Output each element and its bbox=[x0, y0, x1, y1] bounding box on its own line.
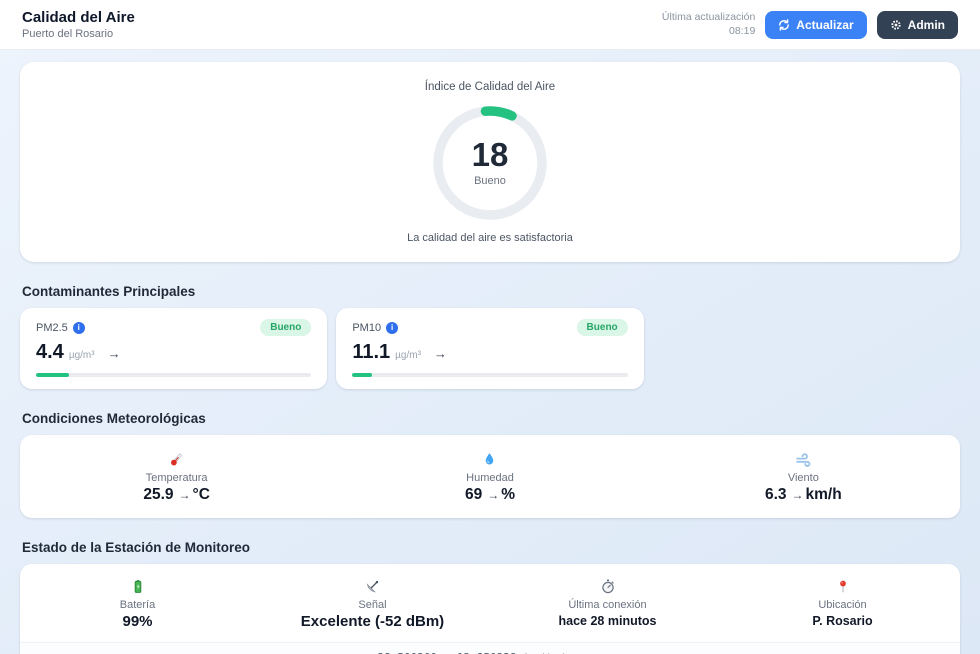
header: Calidad del Aire Puerto del Rosario Últi… bbox=[0, 0, 980, 50]
station-footer: 28.500309, -13.850328 | Altitud: 18.4 m bbox=[20, 642, 960, 654]
trend-arrow-icon: → bbox=[107, 346, 121, 361]
coordinates: 28.500309, -13.850328 bbox=[377, 651, 516, 654]
refresh-button[interactable]: Actualizar bbox=[765, 10, 867, 39]
weather-humidity: Humedad 69 →% bbox=[333, 450, 646, 504]
metric-label: Batería bbox=[119, 599, 156, 611]
pollutant-unit: µg/m³ bbox=[68, 350, 95, 361]
status-badge: Bueno bbox=[260, 319, 312, 336]
admin-button-label: Admin bbox=[907, 17, 945, 32]
trend-arrow-icon: → bbox=[178, 488, 191, 502]
droplet-icon bbox=[333, 450, 646, 468]
station-signal: Señal Excelente (-52 dBm) bbox=[255, 577, 490, 630]
last-update-time: 08:19 bbox=[729, 24, 756, 37]
pollutant-progress bbox=[36, 373, 312, 377]
status-badge: Bueno bbox=[576, 319, 628, 336]
gear-icon bbox=[890, 19, 902, 31]
pollutant-progress bbox=[352, 373, 628, 377]
trend-arrow-icon: → bbox=[487, 488, 500, 502]
last-update-label: Última actualización bbox=[661, 10, 756, 23]
header-title-block: Calidad del Aire Puerto del Rosario bbox=[22, 9, 135, 40]
refresh-button-label: Actualizar bbox=[796, 17, 854, 32]
weather-card: Temperatura 25.9 → °C Humedad 69 →% bbox=[20, 435, 960, 518]
trend-arrow-icon: → bbox=[791, 488, 804, 502]
thermometer-icon bbox=[20, 450, 333, 468]
info-icon[interactable]: i bbox=[72, 321, 85, 334]
metric-label: Última conexión bbox=[568, 599, 647, 611]
pollutant-name: PM2.5 bbox=[36, 321, 68, 334]
aqi-value: 18 bbox=[471, 136, 509, 173]
station-location: Ubicación P. Rosario bbox=[725, 577, 960, 630]
metric-value: hace 28 minutos bbox=[558, 614, 657, 628]
last-update: Última actualización 08:19 bbox=[662, 11, 755, 38]
aqi-description: La calidad del aire es satisfactoria bbox=[407, 232, 573, 244]
metric-label: Ubicación bbox=[818, 599, 867, 611]
station-battery: Batería 99% bbox=[20, 577, 255, 630]
metric-value: 25.9 → °C bbox=[143, 486, 210, 503]
metric-value: 6.3 → km/h bbox=[764, 486, 842, 503]
pollutant-value: 4.4 bbox=[36, 341, 64, 363]
refresh-icon bbox=[778, 18, 790, 31]
metric-value: Excelente (-52 dBm) bbox=[300, 613, 445, 630]
aqi-gauge: 18 Bueno bbox=[432, 105, 548, 221]
station-heading: Estado de la Estación de Monitoreo bbox=[22, 540, 251, 555]
pollutant-grid: PM2.5 i Bueno 4.4 µg/m³ → PM10 i Bueno bbox=[20, 308, 960, 389]
metric-label: Humedad bbox=[466, 472, 514, 484]
separator: | bbox=[525, 652, 528, 654]
battery-icon bbox=[20, 577, 255, 595]
admin-button[interactable]: Admin bbox=[876, 10, 958, 39]
station-last-connection: Última conexión hace 28 minutos bbox=[490, 577, 725, 630]
page-subtitle: Puerto del Rosario bbox=[22, 28, 114, 40]
pollutants-heading: Contaminantes Principales bbox=[22, 284, 196, 299]
aqi-category: Bueno bbox=[474, 175, 506, 187]
pollutant-card-pm25: PM2.5 i Bueno 4.4 µg/m³ → bbox=[20, 308, 328, 389]
metric-label: Señal bbox=[358, 599, 387, 611]
satellite-icon bbox=[255, 577, 490, 595]
weather-heading: Condiciones Meteorológicas bbox=[22, 411, 206, 426]
metric-value: P. Rosario bbox=[812, 614, 873, 628]
pollutant-card-pm10: PM10 i Bueno 11.1 µg/m³ → bbox=[336, 308, 644, 389]
metric-label: Viento bbox=[787, 472, 819, 484]
metric-value: 69 →% bbox=[464, 486, 516, 503]
pollutant-value: 11.1 bbox=[352, 341, 391, 363]
pollutant-progress-fill bbox=[36, 373, 70, 377]
pollutant-progress-fill bbox=[352, 373, 372, 377]
metric-value: 99% bbox=[122, 613, 153, 630]
weather-wind: Viento 6.3 → km/h bbox=[647, 450, 960, 504]
aqi-title: Índice de Calidad del Aire bbox=[424, 81, 556, 93]
pin-icon bbox=[725, 577, 960, 595]
trend-arrow-icon: → bbox=[433, 346, 447, 361]
weather-temperature: Temperatura 25.9 → °C bbox=[20, 450, 333, 504]
station-card: Batería 99% Señal Excelente (-52 dBm) bbox=[20, 564, 960, 654]
pollutant-unit: µg/m³ bbox=[395, 350, 421, 361]
wind-icon bbox=[647, 450, 960, 468]
metric-label: Temperatura bbox=[145, 472, 208, 484]
page-title: Calidad del Aire bbox=[22, 9, 135, 26]
aqi-gauge-arc bbox=[433, 105, 547, 220]
info-icon[interactable]: i bbox=[386, 321, 399, 334]
stopwatch-icon bbox=[490, 577, 725, 595]
altitude: Altitud: 18.4 m bbox=[535, 652, 602, 654]
pollutant-name: PM10 bbox=[352, 321, 382, 334]
aqi-card: Índice de Calidad del Aire 18 Bueno La c… bbox=[20, 62, 960, 262]
